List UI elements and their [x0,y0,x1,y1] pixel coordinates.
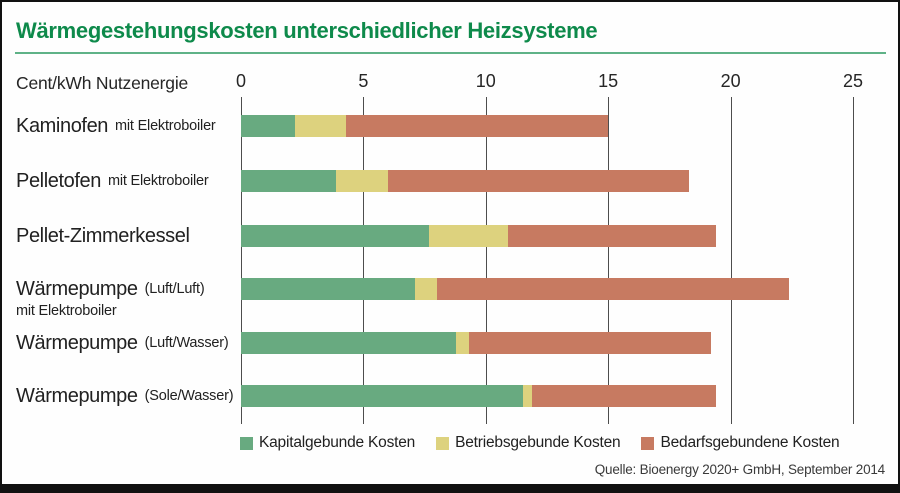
bar-segment-bedarf [468,332,711,354]
category-sublabel: (Sole/Wasser) [144,388,234,404]
source-note: Quelle: Bioenergy 2020+ GmbH, September … [594,462,885,477]
category-name: Wärmepumpe [16,384,138,407]
category-label: Pelletofen mit Elektroboiler [16,170,209,192]
gridline [241,97,242,424]
category-sublabel: (Luft/Wasser) [144,335,229,351]
bar-segment-bedarf [346,115,609,137]
gridline [608,97,610,424]
category-name: Pellet-Zimmerkessel [16,224,190,247]
x-tick-label: 5 [358,71,369,91]
legend-label: Kapitalgebunde Kosten [259,434,416,451]
x-tick-label: 15 [598,71,619,91]
bar-segment-betrieb [456,332,469,354]
category-label: Wärmepumpe (Luft/Wasser) [16,332,229,354]
bar-segment-betrieb [414,278,437,300]
x-tick-label: 25 [842,71,864,91]
title-underline [15,52,886,54]
category-label: Pellet-Zimmerkessel [16,225,190,247]
legend-item: Bedarfsgebundene Kosten [641,434,840,452]
gridline [853,97,854,424]
x-tick-label: 0 [235,71,247,91]
category-sublabel: (Luft/Luft) [144,281,205,297]
bar-segment-bedarf [532,385,716,407]
bar-segment-kapital [241,278,415,300]
x-tick-label: 10 [475,71,496,91]
category-name: Pelletofen [16,169,101,192]
x-tick-label: 20 [720,71,741,91]
bar-segment-kapital [241,332,457,354]
bar-segment-bedarf [507,225,716,247]
bar-segment-kapital [241,170,337,192]
legend-label: Betriebsgebunde Kosten [455,434,621,451]
bar-segment-kapital [241,385,523,407]
chart-title: Wärmegestehungskosten unterschiedlicher … [16,18,598,43]
bar-segment-betrieb [336,170,388,192]
gridline [485,97,487,424]
legend-item: Betriebsgebunde Kosten [436,434,621,452]
bar-segment-betrieb [522,385,533,407]
category-sublabel: mit Elektroboiler [107,173,209,189]
axis-unit-label: Cent/kWh Nutzenergie [16,73,189,93]
legend-label: Bedarfsgebundene Kosten [660,434,840,451]
bar-segment-betrieb [294,115,347,137]
bar-segment-kapital [241,225,430,247]
category-label: Wärmepumpe (Sole/Wasser) [16,384,234,407]
gridline [730,97,732,424]
category-sublabel-line2: mit Elektroboiler [16,303,117,319]
bar-segment-bedarf [387,170,689,192]
legend-swatch-icon [436,436,450,450]
bar-segment-kapital [241,115,295,137]
category-name: Wärmepumpe [16,331,138,354]
bar-segment-betrieb [429,225,508,247]
gridline [363,97,365,424]
legend-swatch-icon [641,436,655,450]
legend-item: Kapitalgebunde Kosten [240,434,415,452]
legend: Kapitalgebunde Kosten Betriebsgebunde Kos… [240,434,840,452]
bottom-border-bar [2,484,898,491]
category-label: Kaminofen mit Elektroboiler [16,115,216,137]
category-label: Wärmepumpe (Luft/Luft) mit Elektroboiler [16,277,205,320]
category-sublabel: mit Elektroboiler [115,118,216,134]
bar-segment-bedarf [436,278,790,300]
category-name: Wärmepumpe [16,277,138,300]
category-name: Kaminofen [16,114,109,137]
legend-swatch-icon [240,436,253,450]
